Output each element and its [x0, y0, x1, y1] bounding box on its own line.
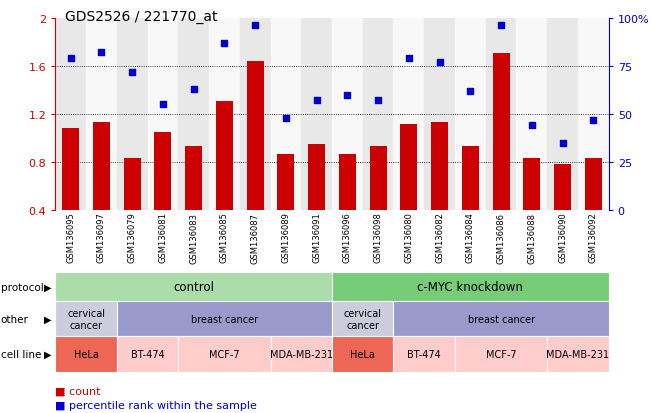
Text: other: other [1, 314, 29, 324]
Text: BT-474: BT-474 [408, 349, 441, 359]
Point [496, 23, 506, 30]
Text: control: control [173, 280, 214, 294]
Point [342, 92, 353, 99]
Text: BT-474: BT-474 [131, 349, 165, 359]
Bar [209, 19, 240, 211]
Point [158, 102, 168, 108]
Point [250, 23, 260, 30]
Bar [486, 19, 516, 211]
Text: cervical
cancer: cervical cancer [344, 308, 381, 330]
Text: ▶: ▶ [44, 314, 51, 324]
Text: GDS2526 / 221770_at: GDS2526 / 221770_at [65, 10, 217, 24]
Bar [62, 129, 79, 211]
Bar [240, 19, 271, 211]
Bar [186, 147, 202, 211]
Bar [117, 19, 148, 211]
Bar [547, 19, 578, 211]
Bar [516, 19, 547, 211]
Text: ▶: ▶ [44, 282, 51, 292]
Bar [585, 159, 602, 211]
Text: MCF-7: MCF-7 [486, 349, 516, 359]
Point [373, 98, 383, 104]
Point [311, 98, 322, 104]
Bar [308, 145, 325, 211]
Bar [523, 159, 540, 211]
Bar [301, 19, 332, 211]
Bar [554, 165, 571, 211]
Text: c-MYC knockdown: c-MYC knockdown [417, 280, 523, 294]
Text: MCF-7: MCF-7 [209, 349, 240, 359]
Bar [332, 19, 363, 211]
Bar [455, 19, 486, 211]
Point [557, 140, 568, 147]
Text: HeLa: HeLa [350, 349, 375, 359]
Point [465, 88, 475, 95]
Text: MDA-MB-231: MDA-MB-231 [546, 349, 609, 359]
Text: breast cancer: breast cancer [467, 314, 534, 324]
Text: breast cancer: breast cancer [191, 314, 258, 324]
Text: ■ percentile rank within the sample: ■ percentile rank within the sample [55, 400, 257, 410]
Point [281, 115, 291, 122]
Point [527, 123, 537, 129]
Text: cell line: cell line [1, 349, 41, 359]
Point [66, 56, 76, 62]
Bar [148, 19, 178, 211]
Bar [462, 147, 478, 211]
Text: HeLa: HeLa [74, 349, 98, 359]
Bar [55, 19, 86, 211]
Bar [370, 147, 387, 211]
Bar [216, 102, 233, 211]
Bar [247, 62, 264, 211]
Bar [271, 19, 301, 211]
Bar [363, 19, 393, 211]
Text: ■ count: ■ count [55, 385, 101, 395]
Point [219, 40, 230, 47]
Text: cervical
cancer: cervical cancer [67, 308, 105, 330]
Point [404, 56, 414, 62]
Bar [578, 19, 609, 211]
Bar [493, 53, 510, 211]
Bar [431, 123, 448, 211]
Point [127, 69, 137, 76]
Point [588, 117, 598, 123]
Bar [154, 133, 171, 211]
Text: ▶: ▶ [44, 349, 51, 359]
Bar [277, 154, 294, 211]
Bar [178, 19, 209, 211]
Bar [86, 19, 117, 211]
Bar [124, 159, 141, 211]
Bar [400, 124, 417, 211]
Bar [393, 19, 424, 211]
Point [189, 86, 199, 93]
Point [434, 59, 445, 66]
Bar [93, 123, 110, 211]
Point [96, 50, 107, 57]
Bar [424, 19, 455, 211]
Text: protocol: protocol [1, 282, 44, 292]
Text: MDA-MB-231: MDA-MB-231 [270, 349, 333, 359]
Bar [339, 154, 356, 211]
